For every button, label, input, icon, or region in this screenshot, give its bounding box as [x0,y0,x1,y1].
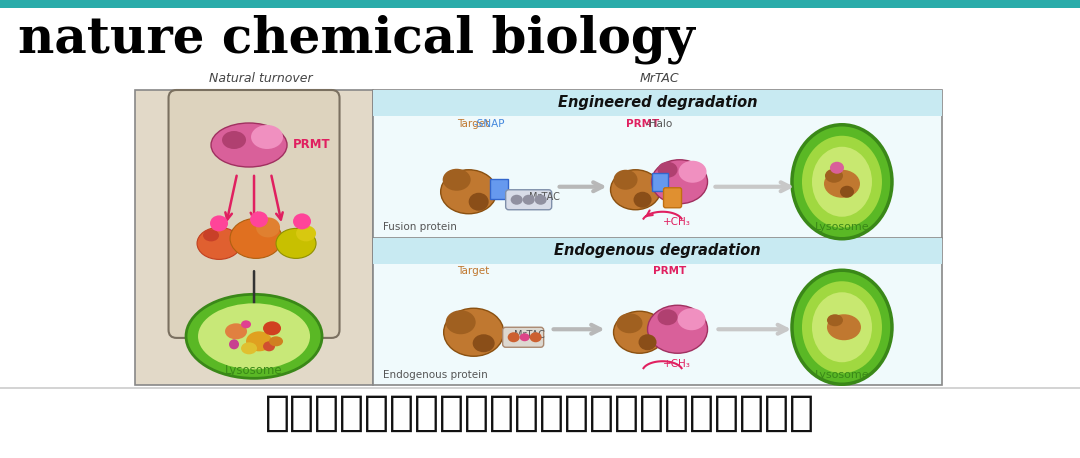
Ellipse shape [229,339,239,349]
Ellipse shape [296,225,316,241]
Ellipse shape [222,131,246,149]
Text: MrTAC: MrTAC [529,192,559,202]
Ellipse shape [812,147,872,217]
Bar [373,90,942,385]
Ellipse shape [802,136,882,228]
Ellipse shape [225,323,247,339]
Ellipse shape [677,308,705,330]
Text: Endogenous degradation: Endogenous degradation [554,243,760,258]
Text: Lysosome: Lysosome [226,364,283,377]
Text: Engineered degradation: Engineered degradation [557,96,757,110]
Ellipse shape [792,270,892,384]
Ellipse shape [443,169,471,191]
Ellipse shape [634,192,651,208]
Ellipse shape [827,314,861,340]
Ellipse shape [210,215,228,231]
Ellipse shape [264,341,275,351]
Bar [0,0,1080,8]
Ellipse shape [198,303,310,369]
Ellipse shape [812,292,872,362]
Text: PRMT: PRMT [652,267,686,277]
Ellipse shape [251,212,268,228]
Text: PRMT: PRMT [625,119,659,129]
Text: Target: Target [457,119,489,129]
Ellipse shape [446,310,475,334]
Ellipse shape [824,170,860,198]
Ellipse shape [246,331,272,351]
Ellipse shape [617,313,643,333]
Text: +CH₃: +CH₃ [662,359,690,369]
Ellipse shape [197,228,241,259]
Text: Lysosome: Lysosome [814,370,869,380]
Ellipse shape [792,125,892,239]
FancyBboxPatch shape [489,179,508,199]
FancyBboxPatch shape [651,173,667,191]
Ellipse shape [469,193,488,211]
Ellipse shape [638,334,657,350]
Ellipse shape [293,213,311,229]
Ellipse shape [473,334,495,352]
Ellipse shape [648,305,707,353]
Bar [373,90,942,116]
Ellipse shape [523,195,535,205]
Ellipse shape [651,160,707,204]
Ellipse shape [444,308,503,356]
Ellipse shape [529,332,542,342]
FancyBboxPatch shape [502,327,543,347]
Ellipse shape [264,322,281,335]
Ellipse shape [241,320,251,328]
Text: nature chemical biology: nature chemical biology [18,14,694,64]
Bar [135,90,373,385]
Ellipse shape [840,186,854,198]
Ellipse shape [508,332,519,342]
Ellipse shape [658,309,677,325]
Text: Lysosome: Lysosome [814,223,869,233]
Text: -SNAP: -SNAP [474,119,505,129]
Text: 甲基精氨酸靶向嵌合体用于细胞内蛋白溶酶体降解: 甲基精氨酸靶向嵌合体用于细胞内蛋白溶酶体降解 [265,392,815,434]
Ellipse shape [519,333,529,341]
Bar [373,238,942,263]
Ellipse shape [610,170,661,210]
Text: -Halo: -Halo [646,119,673,129]
Ellipse shape [211,123,287,167]
Text: MrTAC: MrTAC [514,330,544,340]
Ellipse shape [269,336,283,346]
Ellipse shape [827,314,843,326]
Ellipse shape [230,218,282,258]
Ellipse shape [241,342,257,354]
Text: Fusion protein: Fusion protein [383,223,457,233]
Ellipse shape [535,195,546,205]
Ellipse shape [802,281,882,373]
Ellipse shape [276,229,316,258]
Text: Target: Target [457,267,489,277]
Text: Natural turnover: Natural turnover [210,72,313,85]
Ellipse shape [825,169,843,183]
Ellipse shape [256,218,280,237]
Ellipse shape [203,229,219,241]
Ellipse shape [831,162,843,174]
FancyBboxPatch shape [168,90,339,338]
Ellipse shape [658,162,677,178]
Text: PRMT: PRMT [293,138,330,152]
Ellipse shape [441,170,497,214]
Text: +CH₃: +CH₃ [662,217,690,227]
Ellipse shape [613,170,637,190]
FancyBboxPatch shape [663,188,681,208]
Ellipse shape [613,311,665,353]
Text: MrTAC: MrTAC [639,72,679,85]
Ellipse shape [678,161,706,183]
Ellipse shape [511,195,523,205]
Ellipse shape [186,294,322,378]
Ellipse shape [251,125,283,149]
Text: Endogenous protein: Endogenous protein [383,370,488,380]
FancyBboxPatch shape [505,190,552,210]
